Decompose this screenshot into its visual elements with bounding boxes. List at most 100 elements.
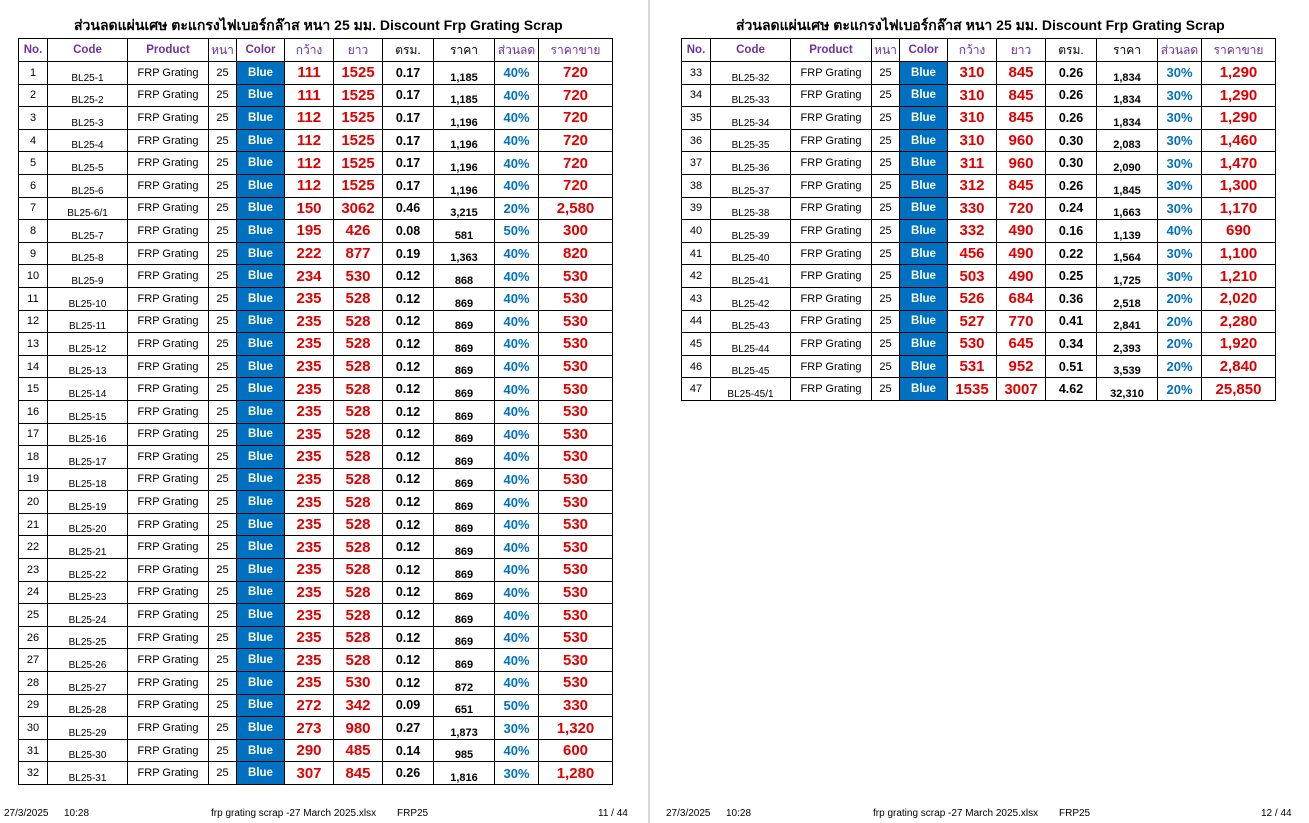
cell-sale-price: 690 xyxy=(1201,219,1276,243)
cell-thickness: 25 xyxy=(871,309,900,334)
cell-no: 15 xyxy=(18,377,48,401)
cell-length: 952 xyxy=(996,354,1046,379)
cell-width: 222 xyxy=(284,241,334,266)
cell-sqm: 0.12 xyxy=(382,625,434,650)
cell-product: FRP Grating xyxy=(127,422,209,447)
cell-code: BL25-45 xyxy=(710,354,791,379)
cell-width: 1535 xyxy=(947,377,997,401)
cell-width: 290 xyxy=(284,738,334,763)
cell-discount: 30% xyxy=(1157,151,1202,175)
cell-color: Blue xyxy=(236,625,285,650)
cell-sqm: 0.30 xyxy=(1045,128,1097,153)
table-row: 35 BL25-34 FRP Grating 25 Blue 310 845 0.26 1,83… xyxy=(681,106,1276,130)
cell-thickness: 25 xyxy=(871,128,900,153)
cell-discount: 40% xyxy=(494,671,539,695)
cell-product: FRP Grating xyxy=(127,558,209,582)
table-header: No. Code Product หนา Color กว้าง ยาว ตรม… xyxy=(18,38,613,62)
cell-color: Blue xyxy=(236,580,285,605)
cell-product: FRP Grating xyxy=(790,264,872,288)
cell-no: 32 xyxy=(18,761,48,785)
cell-width: 235 xyxy=(284,490,334,514)
cell-sale-price: 300 xyxy=(538,219,613,243)
cell-thickness: 25 xyxy=(208,693,237,718)
cell-color: Blue xyxy=(899,354,948,379)
cell-color: Blue xyxy=(899,377,948,401)
cell-discount: 30% xyxy=(1157,196,1202,221)
header-row: No. Code Product หนา Color กว้าง ยาว ตรม… xyxy=(681,38,1276,62)
cell-sqm: 0.30 xyxy=(1045,151,1097,175)
cell-code: BL25-8 xyxy=(47,241,128,266)
cell-width: 235 xyxy=(284,354,334,379)
cell-discount: 30% xyxy=(494,716,539,740)
cell-discount: 40% xyxy=(494,625,539,650)
footer-time: 10:28 xyxy=(64,808,90,819)
cell-discount: 40% xyxy=(494,106,539,130)
cell-length: 490 xyxy=(996,219,1046,243)
cell-discount: 40% xyxy=(494,648,539,673)
header-sqm: ตรม. xyxy=(1045,38,1097,62)
footer-page-number: 11 / 44 xyxy=(598,808,628,819)
scrap-table: No. Code Product หนา Color กว้าง ยาว ตรม… xyxy=(681,38,1276,401)
cell-width: 235 xyxy=(284,377,334,401)
header-product: Product xyxy=(127,38,209,62)
cell-code: BL25-41 xyxy=(710,264,791,288)
cell-sqm: 0.12 xyxy=(382,603,434,627)
cell-sqm: 0.12 xyxy=(382,512,434,537)
header-sale-price: ราคาขาย xyxy=(538,38,613,62)
cell-product: FRP Grating xyxy=(127,580,209,605)
cell-no: 45 xyxy=(681,332,711,356)
cell-sale-price: 530 xyxy=(538,422,613,447)
cell-thickness: 25 xyxy=(208,625,237,650)
cell-price: 581 xyxy=(433,219,495,243)
cell-no: 34 xyxy=(681,83,711,108)
cell-width: 235 xyxy=(284,625,334,650)
header-row: No. Code Product หนา Color กว้าง ยาว ตรม… xyxy=(18,38,613,62)
cell-no: 43 xyxy=(681,286,711,311)
cell-color: Blue xyxy=(899,173,948,198)
table-row: 43 BL25-42 FRP Grating 25 Blue 526 684 0.36 2,51… xyxy=(681,286,1276,311)
cell-no: 42 xyxy=(681,264,711,288)
cell-code: BL25-34 xyxy=(710,106,791,130)
cell-color: Blue xyxy=(236,693,285,718)
cell-no: 41 xyxy=(681,241,711,266)
cell-sale-price: 1,300 xyxy=(1201,173,1276,198)
footer-page-number: 12 / 44 xyxy=(1261,808,1292,819)
table-row: 26 BL25-25 FRP Grating 25 Blue 235 528 0.12 869 4… xyxy=(18,625,613,650)
cell-length: 528 xyxy=(333,490,383,514)
cell-price: 869 xyxy=(433,490,495,514)
cell-price: 1,564 xyxy=(1096,241,1158,266)
header-color: Color xyxy=(236,38,285,62)
cell-price: 1,185 xyxy=(433,83,495,108)
cell-width: 112 xyxy=(284,173,334,198)
header-thickness: หนา xyxy=(208,38,237,62)
cell-code: BL25-30 xyxy=(47,738,128,763)
cell-discount: 40% xyxy=(494,332,539,356)
cell-product: FRP Grating xyxy=(127,671,209,695)
cell-code: BL25-27 xyxy=(47,671,128,695)
cell-code: BL25-40 xyxy=(710,241,791,266)
table-row: 47 BL25-45/1 FRP Grating 25 Blue 1535 3007 4.62… xyxy=(681,377,1276,401)
cell-length: 528 xyxy=(333,286,383,311)
cell-discount: 50% xyxy=(494,693,539,718)
table-row: 30 BL25-29 FRP Grating 25 Blue 273 980 0.27 1,87… xyxy=(18,716,613,740)
cell-discount: 40% xyxy=(494,512,539,537)
header-discount: ส่วนลด xyxy=(494,38,539,62)
cell-sale-price: 1,210 xyxy=(1201,264,1276,288)
cell-length: 960 xyxy=(996,151,1046,175)
cell-product: FRP Grating xyxy=(790,128,872,153)
cell-color: Blue xyxy=(236,422,285,447)
cell-color: Blue xyxy=(236,83,285,108)
scrap-table: No. Code Product หนา Color กว้าง ยาว ตรม… xyxy=(18,38,613,785)
table-row: 13 BL25-12 FRP Grating 25 Blue 235 528 0.12 869 4… xyxy=(18,332,613,356)
header-code: Code xyxy=(47,38,128,62)
cell-price: 869 xyxy=(433,354,495,379)
cell-no: 12 xyxy=(18,309,48,334)
cell-no: 9 xyxy=(18,241,48,266)
table-row: 41 BL25-40 FRP Grating 25 Blue 456 490 0.22 1,56… xyxy=(681,241,1276,266)
cell-no: 24 xyxy=(18,580,48,605)
table-row: 18 BL25-17 FRP Grating 25 Blue 235 528 0.12 869 4… xyxy=(18,445,613,469)
cell-thickness: 25 xyxy=(871,332,900,356)
cell-length: 1525 xyxy=(333,173,383,198)
cell-sqm: 0.09 xyxy=(382,693,434,718)
cell-length: 770 xyxy=(996,309,1046,334)
